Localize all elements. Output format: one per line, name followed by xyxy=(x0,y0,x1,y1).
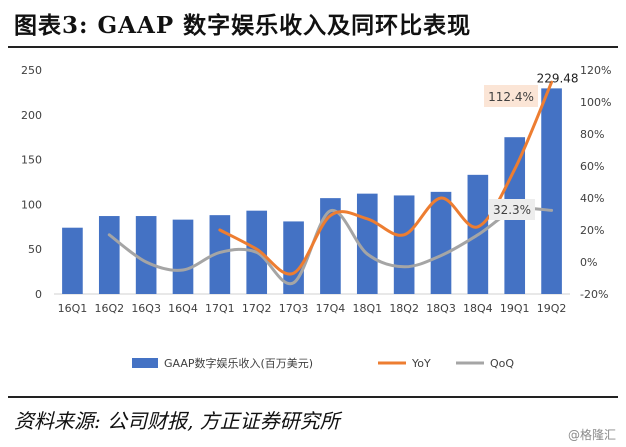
right-axis-tick-label: 20% xyxy=(580,224,604,237)
left-axis-tick-label: 250 xyxy=(21,64,42,77)
qoq-callout-label: 32.3% xyxy=(493,203,531,217)
legend-swatch-revenue xyxy=(132,358,158,368)
x-axis-tick-label: 17Q4 xyxy=(316,302,346,315)
x-axis-tick-label: 17Q3 xyxy=(279,302,309,315)
bar-revenue xyxy=(135,216,157,294)
legend-label-yoy: YoY xyxy=(411,357,431,370)
chart-canvas: 0 50 100 150 200 250 -20% 0% 20% 40% 60% 80% 100% 120… xyxy=(21,64,611,370)
qoq-callout-box xyxy=(489,199,535,220)
x-axis-tick-label: 17Q2 xyxy=(242,302,272,315)
x-axis-tick-label: 16Q3 xyxy=(131,302,161,315)
x-axis-tick-label: 18Q1 xyxy=(352,302,382,315)
right-axis-tick-label: 0% xyxy=(580,256,597,269)
bar-revenue xyxy=(393,195,415,294)
bar-revenue xyxy=(541,88,562,294)
left-axis-tick-label: 0 xyxy=(35,288,42,301)
bar-revenue xyxy=(62,227,83,294)
line-qoq xyxy=(107,207,554,286)
footer-divider xyxy=(8,396,618,398)
bar-revenue xyxy=(430,191,452,294)
bar-revenue xyxy=(98,216,120,294)
left-axis-tick-label: 200 xyxy=(21,109,42,122)
x-axis-tick-label: 17Q1 xyxy=(205,302,235,315)
source-note: 资料来源: 公司财报, 方正证券研究所 xyxy=(14,409,340,433)
right-axis-tick-label: 40% xyxy=(580,192,604,205)
bar-revenue xyxy=(209,215,231,294)
x-axis-tick-label: 18Q4 xyxy=(463,302,493,315)
legend-label-qoq: QoQ xyxy=(490,357,514,370)
x-axis-tick-label: 19Q1 xyxy=(500,302,530,315)
left-axis-tick-label: 50 xyxy=(28,243,42,256)
line-yoy xyxy=(218,80,554,276)
x-axis-tick-label: 18Q2 xyxy=(389,302,419,315)
x-axis-tick-label: 16Q1 xyxy=(58,302,88,315)
x-axis-tick-label: 18Q3 xyxy=(426,302,456,315)
right-axis-tick-label: 60% xyxy=(580,160,604,173)
watermark: @格隆汇 xyxy=(567,428,616,442)
right-axis-tick-label: 80% xyxy=(580,128,604,141)
chart-title: 图表3: GAAP 数字娱乐收入及同环比表现 xyxy=(14,12,472,39)
data-label-top-bar: 229.48 xyxy=(537,71,579,85)
x-axis-tick-label: 19Q2 xyxy=(537,302,567,315)
right-axis-tick-label: 120% xyxy=(580,64,611,77)
left-axis-tick-label: 150 xyxy=(21,154,42,167)
right-axis-tick-label: -20% xyxy=(580,288,608,301)
legend-label-revenue: GAAP数字娱乐收入(百万美元) xyxy=(164,356,313,370)
title-bar: 图表3: GAAP 数字娱乐收入及同环比表现 xyxy=(0,0,626,46)
left-axis-tick-label: 100 xyxy=(21,198,42,211)
yoy-callout-box xyxy=(484,85,538,107)
x-axis-tick-label: 16Q2 xyxy=(94,302,124,315)
bar-revenue xyxy=(172,219,194,294)
title-divider xyxy=(8,46,618,48)
yoy-callout-label: 112.4% xyxy=(488,90,534,104)
right-axis-tick-label: 100% xyxy=(580,96,611,109)
x-axis-tick-label: 16Q4 xyxy=(168,302,198,315)
